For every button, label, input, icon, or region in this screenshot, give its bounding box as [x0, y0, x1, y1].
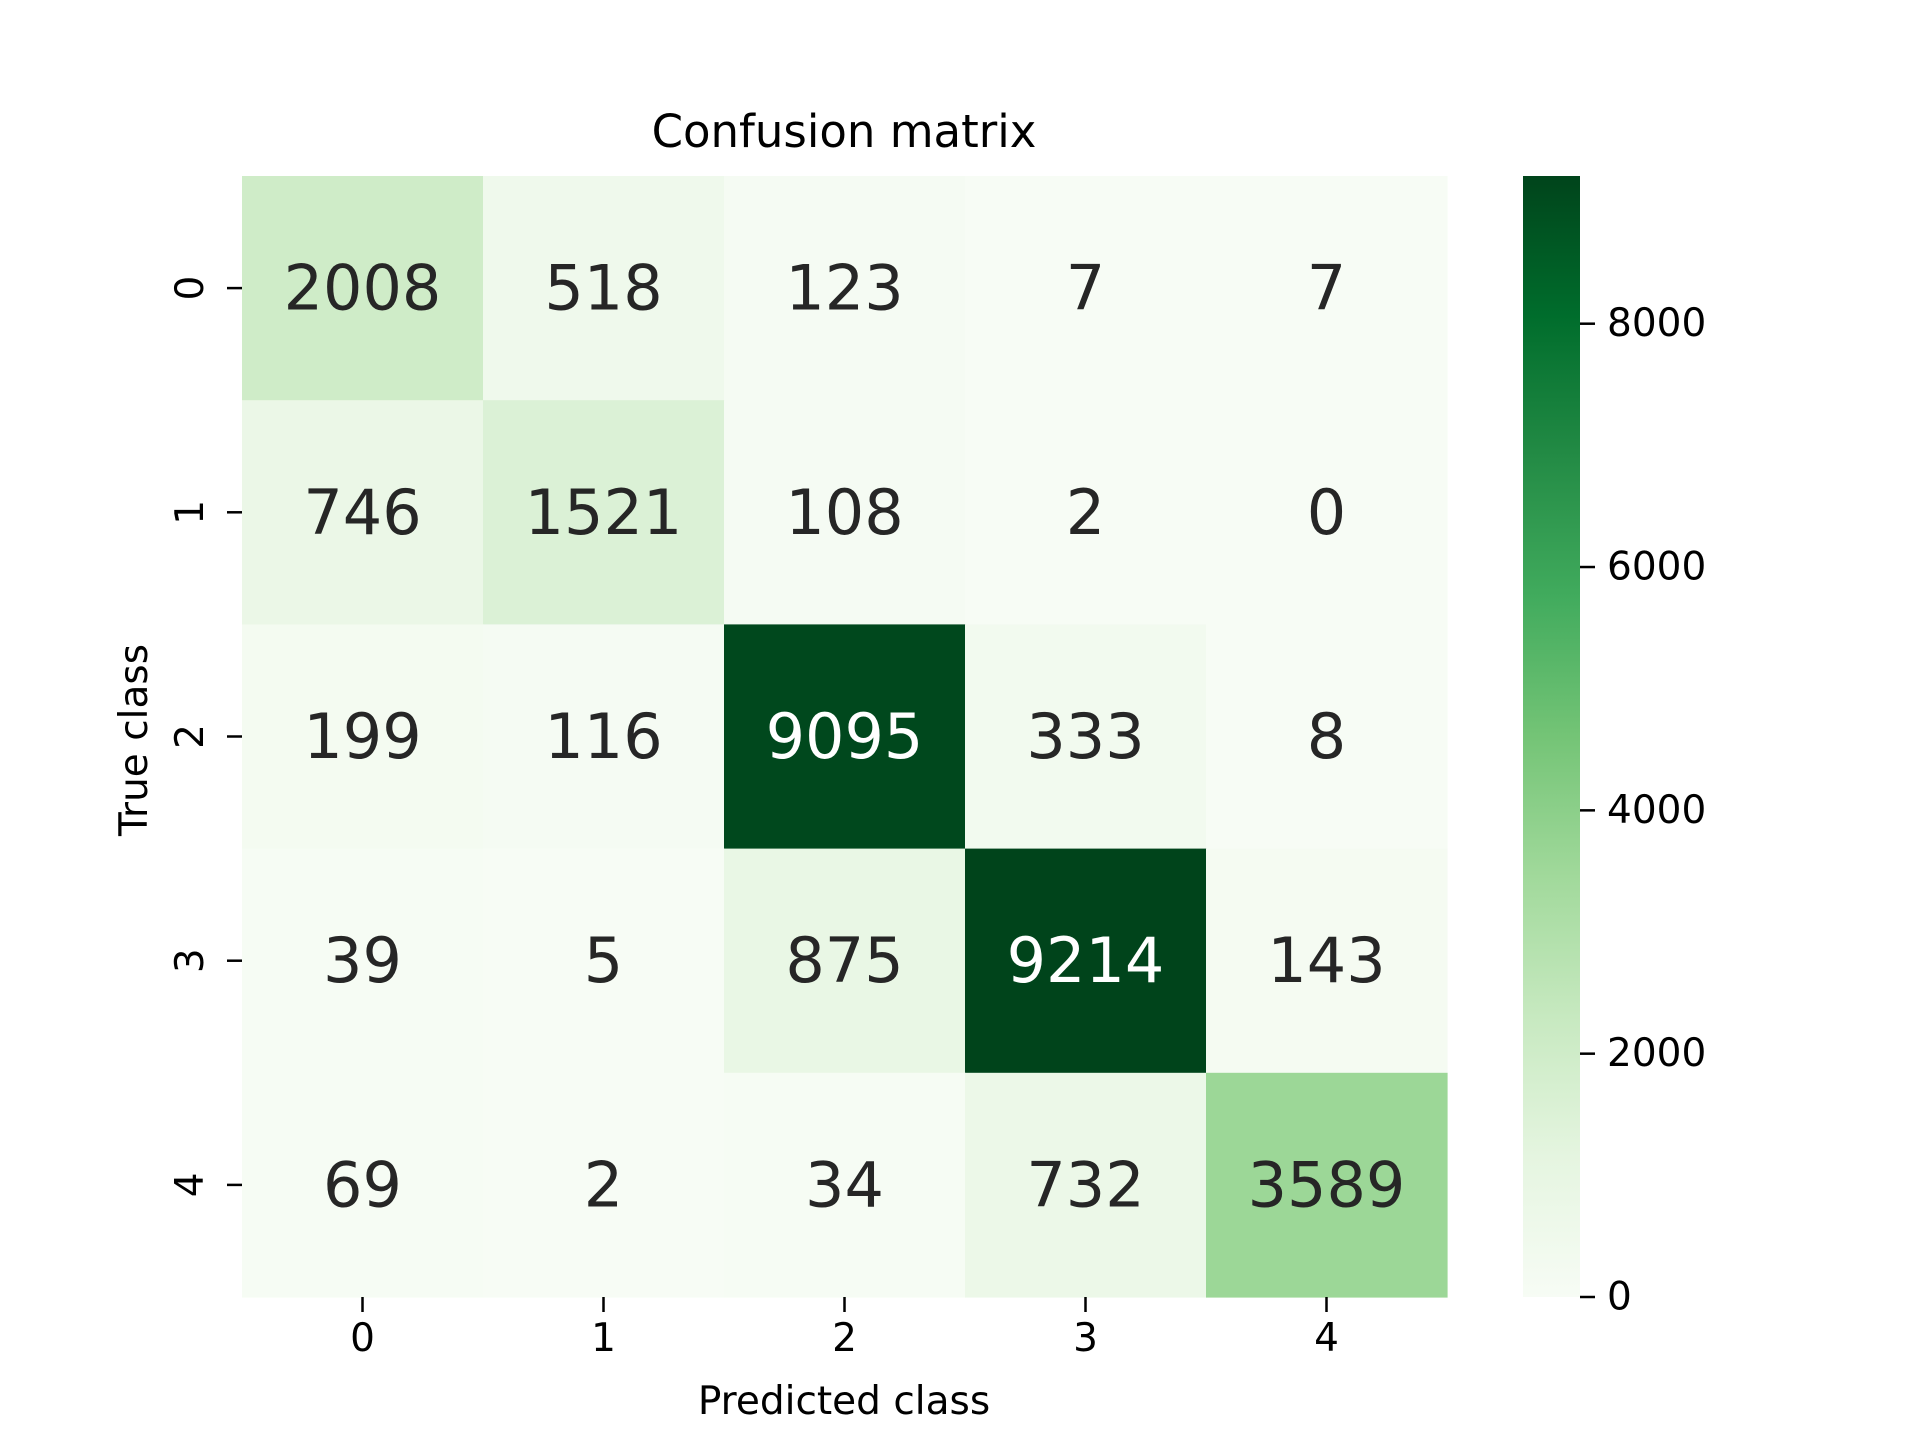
- heatmap-cell: [965, 848, 1207, 1074]
- x-tick-label: 2: [832, 1316, 857, 1361]
- heatmap-cell: [1206, 848, 1448, 1074]
- heatmap-cell-value: 3589: [1248, 1148, 1406, 1221]
- heatmap-cell: [724, 1072, 966, 1298]
- x-axis-label: Predicted class: [698, 1379, 990, 1424]
- heatmap-cell-value: 199: [303, 700, 421, 773]
- y-tick-label: 1: [168, 500, 213, 525]
- heatmap-cell-value: 2: [584, 1148, 623, 1221]
- x-tick-label: 4: [1314, 1316, 1339, 1361]
- heatmap-cell-value: 39: [323, 924, 402, 997]
- x-tick-label: 0: [350, 1316, 375, 1361]
- heatmap-cell-value: 143: [1267, 924, 1385, 997]
- heatmap-cell-value: 9095: [766, 700, 924, 773]
- heatmap-cell: [965, 624, 1207, 850]
- colorbar-tick-label: 0: [1607, 1275, 1632, 1320]
- heatmap-cell-value: 2008: [284, 252, 442, 325]
- heatmap-cell-value: 1521: [525, 476, 683, 549]
- y-tick-label: 4: [168, 1172, 213, 1197]
- heatmap-cells: [242, 176, 1448, 1298]
- heatmap-cell-value: 69: [323, 1148, 402, 1221]
- x-axis-ticks: 0 1 2 3 4: [350, 1297, 1339, 1361]
- heatmap-cell: [483, 176, 725, 401]
- heatmap-cell-value: 518: [544, 252, 662, 325]
- heatmap-cell: [242, 176, 484, 401]
- heatmap-cell-value: 5: [584, 924, 623, 997]
- heatmap-cell: [724, 400, 966, 625]
- heatmap-cell: [483, 1072, 725, 1298]
- heatmap-cell-value: 34: [805, 1148, 884, 1221]
- heatmap-cell-value: 732: [1026, 1148, 1144, 1221]
- heatmap-cell: [1206, 400, 1448, 625]
- heatmap-cell-value: 9214: [1007, 924, 1165, 997]
- heatmap-cell-value: 746: [303, 476, 421, 549]
- colorbar-ticks: 0 2000 4000 6000 8000: [1580, 301, 1706, 1320]
- heatmap-cell: [242, 400, 484, 625]
- heatmap-cell-value: 108: [785, 476, 903, 549]
- heatmap-cell-value: 2: [1066, 476, 1105, 549]
- heatmap-cell-value: 116: [544, 700, 662, 773]
- x-tick-label: 3: [1073, 1316, 1098, 1361]
- y-axis-ticks: 0 1 2 3 4: [168, 276, 242, 1197]
- heatmap-cell: [724, 624, 966, 850]
- heatmap-cell-value: 7: [1066, 252, 1105, 325]
- y-tick-label: 3: [168, 948, 213, 973]
- heatmap-cell: [242, 848, 484, 1074]
- colorbar-tick-label: 8000: [1607, 301, 1706, 346]
- colorbar-tick-label: 6000: [1607, 545, 1706, 590]
- x-tick-label: 1: [591, 1316, 616, 1361]
- heatmap-cell: [1206, 624, 1448, 850]
- heatmap-cell-value: 875: [785, 924, 903, 997]
- heatmap-cell-value: 8: [1307, 700, 1346, 773]
- colorbar-tick-label: 2000: [1607, 1031, 1706, 1076]
- colorbar: [1523, 176, 1580, 1297]
- chart-title: Confusion matrix: [652, 105, 1037, 158]
- y-tick-label: 2: [168, 724, 213, 749]
- heatmap-cell: [483, 624, 725, 850]
- heatmap-cell: [483, 848, 725, 1074]
- heatmap-cell: [1206, 1072, 1448, 1298]
- heatmap-cell: [242, 1072, 484, 1298]
- heatmap-cell: [724, 176, 966, 401]
- y-axis-label: True class: [112, 644, 157, 837]
- heatmap-cell: [965, 176, 1207, 401]
- heatmap-cell: [965, 400, 1207, 625]
- heatmap-cell-labels: 2008 518 123 7 7 746 1521 108 2 0 199 116 9095 333 8 39…: [284, 252, 1406, 1222]
- heatmap-cell: [724, 848, 966, 1074]
- heatmap-cell: [965, 1072, 1207, 1298]
- heatmap-cell-value: 123: [785, 252, 903, 325]
- heatmap-cell-value: 7: [1307, 252, 1346, 325]
- heatmap-cell: [483, 400, 725, 625]
- heatmap-cell: [242, 624, 484, 850]
- heatmap-cell-value: 0: [1307, 476, 1346, 549]
- heatmap-cell: [1206, 176, 1448, 401]
- colorbar-tick-label: 4000: [1607, 788, 1706, 833]
- heatmap-cell-value: 333: [1026, 700, 1144, 773]
- y-tick-label: 0: [168, 276, 213, 301]
